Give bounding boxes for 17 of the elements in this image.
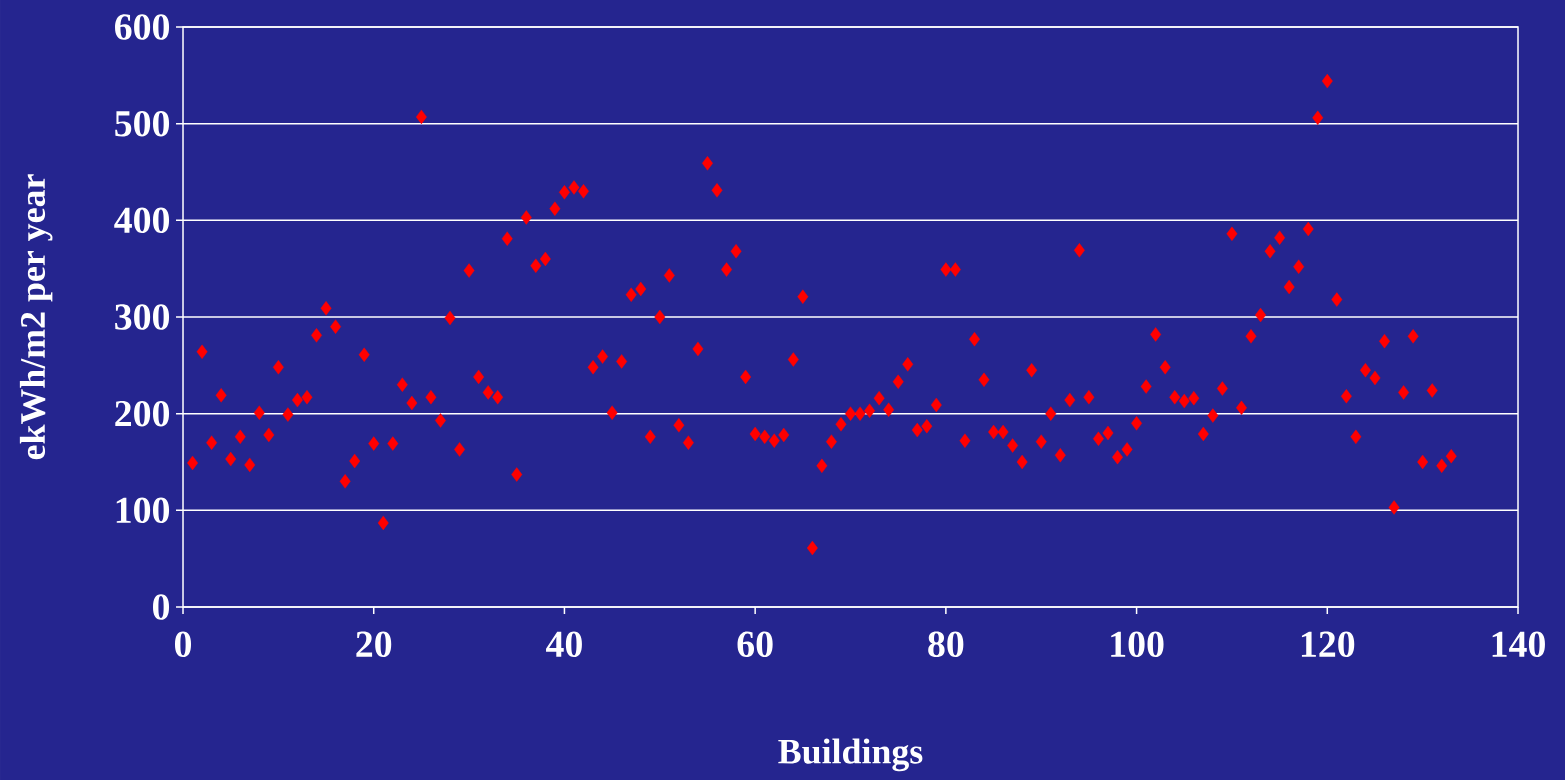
x-tick-label: 100: [1111, 631, 1164, 658]
y-tick-label: 500: [115, 110, 170, 137]
x-tick-label: 140: [1492, 631, 1545, 658]
x-tick-label: 40: [546, 631, 582, 658]
x-tick-label: 0: [174, 631, 192, 658]
y-axis-title: ekWh/m2 per year: [19, 174, 53, 460]
x-axis-title: Buildings: [778, 738, 923, 772]
x-tick-label: 60: [737, 631, 773, 658]
x-tick-label: 20: [356, 631, 392, 658]
y-tick-label: 300: [115, 304, 170, 330]
y-tick-label: 400: [114, 207, 170, 234]
y-tick-label: 0: [153, 594, 170, 620]
y-tick-label: 200: [115, 400, 170, 427]
x-tick-label: 120: [1301, 631, 1355, 658]
x-tick-label: 80: [928, 631, 964, 658]
y-tick-label: 600: [115, 14, 170, 40]
y-tick-label: 100: [116, 497, 170, 524]
